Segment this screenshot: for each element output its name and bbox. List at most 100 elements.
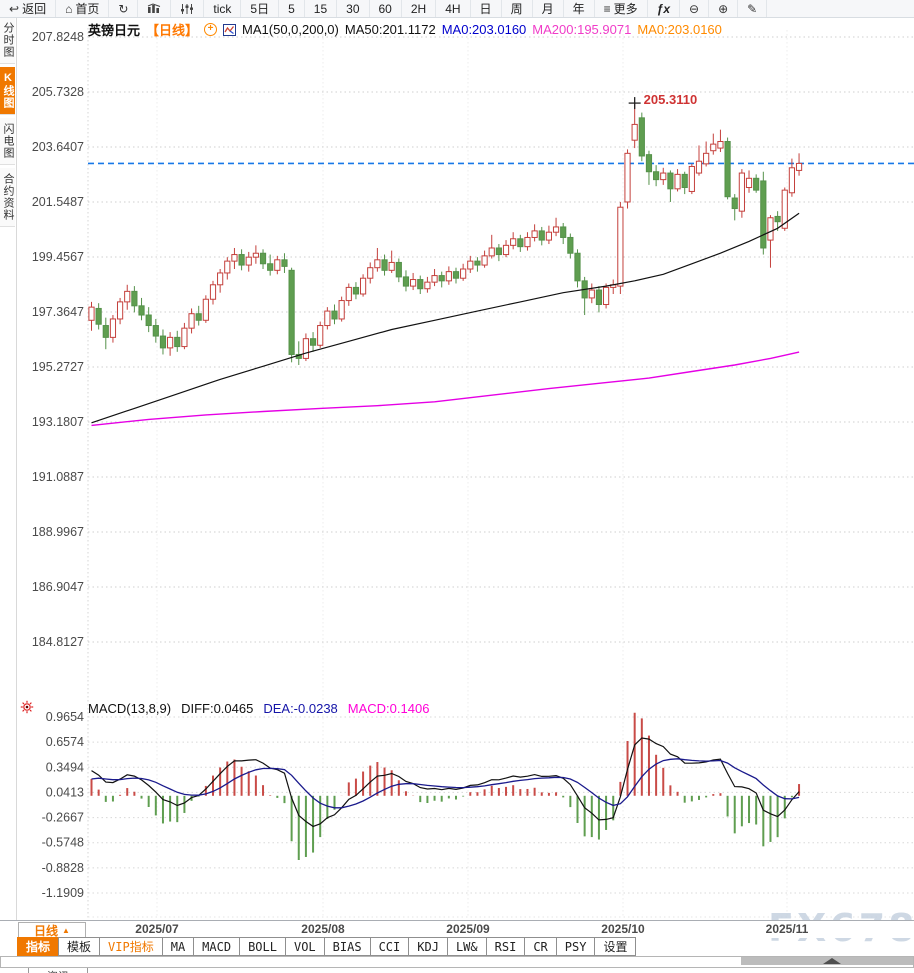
sidebar-tab-kline[interactable]: K线图 (0, 67, 15, 115)
kline-style-icon[interactable] (223, 23, 237, 36)
macd-params-label: MACD(13,8,9) (88, 701, 172, 716)
toolbar-label: ƒx (656, 1, 670, 16)
day-button[interactable]: 日 (471, 0, 502, 17)
ma0-orange-value: MA0:203.0160 (637, 22, 722, 37)
month-label: 2025/09 (446, 922, 490, 936)
tick-button[interactable]: tick (204, 0, 242, 17)
indicator-tab-CR[interactable]: CR (524, 937, 557, 956)
hamburger-icon: ≡ (603, 1, 611, 16)
scrollbar-up-triangle-icon (823, 958, 841, 964)
chart-header: 英镑日元 【日线】 + MA1(50,0,200,0) MA50:201.117… (88, 20, 722, 39)
zoom-out-icon: ⊖ (689, 1, 700, 16)
indicator-tab-MA[interactable]: MA (161, 937, 195, 956)
diff-line (91, 737, 800, 828)
period-label[interactable]: 【日线】 (146, 23, 199, 38)
add-indicator-icon[interactable]: + (204, 23, 218, 36)
h4-button[interactable]: 4H (436, 0, 471, 17)
price-axis-label: 184.8127 (32, 635, 84, 649)
indicator-tab-PSY[interactable]: PSY (555, 937, 596, 956)
month-label: 2025/07 (135, 922, 179, 936)
toolbar-label: 周 (510, 1, 523, 16)
m30-button[interactable]: 30 (337, 0, 370, 17)
back-button[interactable]: ↩ 返回 (0, 0, 57, 17)
toolbar-label: 30 (346, 1, 360, 16)
month-button[interactable]: 月 (533, 0, 564, 17)
zoom-in-button[interactable]: ⊕ (709, 0, 739, 17)
price-axis-label: 195.2727 (32, 360, 84, 374)
week-button[interactable]: 周 (502, 0, 533, 17)
indicator-tab-设置[interactable]: 设置 (594, 937, 637, 956)
m15-button[interactable]: 15 (305, 0, 338, 17)
panel-period-label: 日线 (34, 923, 59, 938)
draw-button[interactable]: ✎ (738, 0, 768, 17)
indicator-tabs: 指标 模板 VIP指标 MA MACD BOLL VOL BIAS CCI KDJ LW& RSI CR… (17, 937, 637, 956)
macd-dea-value: DEA:-0.0238 (263, 701, 338, 716)
sidebar-tab-heyue[interactable]: 合约资料 (0, 168, 15, 227)
indicator-tab-KDJ[interactable]: KDJ (408, 937, 448, 956)
price-axis-label: 199.4567 (32, 250, 84, 264)
macd-axis-label: 0.6574 (46, 735, 84, 749)
candle-chart-icon (148, 2, 161, 13)
indicator-tab-指标[interactable]: 指标 (17, 937, 60, 956)
volume-button[interactable] (171, 0, 205, 17)
refresh-button[interactable]: ↻ (109, 0, 139, 17)
macd-bar-value: MACD:0.1406 (347, 701, 430, 716)
indicator-tab-BOLL[interactable]: BOLL (239, 937, 286, 956)
candlestick-series (88, 103, 803, 365)
toolbar-label: 5日 (250, 1, 270, 16)
refresh-icon: ↻ (118, 1, 129, 16)
indicator-tab-CCI[interactable]: CCI (369, 937, 410, 956)
m5-button[interactable]: 5 (279, 0, 305, 17)
sidebar-divider (16, 17, 17, 920)
indicator-tab-模板[interactable]: 模板 (58, 937, 101, 956)
sidebar-tab-fenshi[interactable]: 分时图 (0, 17, 15, 64)
toolbar-label: 15 (313, 1, 328, 16)
macd-axis-label: 0.0413 (46, 785, 84, 799)
month-label: 2025/10 (601, 922, 645, 936)
xaxis-row: 日线 ▲ 2025/07 2025/08 2025/09 2025/10 2025/11 (0, 920, 914, 938)
ma200-line (91, 351, 800, 427)
dea-line (91, 758, 800, 809)
more-button[interactable]: ≡ 更多 (595, 0, 648, 17)
horizontal-scrollbar[interactable] (0, 956, 914, 968)
scrollbar-thumb[interactable] (741, 957, 913, 965)
indicator-tab-VOL[interactable]: VOL (284, 937, 325, 956)
macd-diff-value: DIFF:0.0465 (181, 701, 254, 716)
month-label: 2025/08 (301, 922, 345, 936)
indicator-tab-VIP指标[interactable]: VIP指标 (99, 937, 163, 956)
indicator-tab-LW&[interactable]: LW& (446, 937, 487, 956)
chart-type-button[interactable] (138, 0, 172, 17)
toolbar-label: 日 (479, 1, 492, 16)
5d-button[interactable]: 5日 (241, 0, 280, 17)
indicator-tab-MACD[interactable]: MACD (193, 937, 241, 956)
panel-period-selector[interactable]: 日线 ▲ (18, 922, 86, 938)
toolbar-label: 60 (378, 1, 392, 16)
h2-button[interactable]: 2H (402, 0, 437, 17)
indicator-tab-RSI[interactable]: RSI (485, 937, 526, 956)
price-axis-label: 203.6407 (32, 140, 84, 154)
indicator-tab-BIAS[interactable]: BIAS (323, 937, 371, 956)
chart-type-sidebar: 分时图 K线图闪电图合约资料 (0, 17, 16, 230)
home-button[interactable]: ⌂ 首页 (56, 0, 110, 17)
m60-button[interactable]: 60 (370, 0, 402, 17)
year-button[interactable]: 年 (564, 0, 595, 17)
macd-axis-label: 0.9654 (46, 710, 84, 724)
price-axis-label: 186.9047 (32, 580, 84, 594)
price-axis-label: 205.7328 (32, 85, 84, 99)
sidebar-tab-shandian[interactable]: 闪电图 (0, 118, 15, 165)
macd-axis-label: -0.8828 (42, 861, 84, 875)
back-arrow-icon: ↩ (9, 1, 20, 16)
zoom-out-button[interactable]: ⊖ (680, 0, 710, 17)
pencil-icon: ✎ (747, 1, 758, 16)
macd-axis-label: 0.3494 (46, 760, 84, 774)
ma50-value: MA50:201.1172 (344, 22, 436, 37)
zoom-in-icon: ⊕ (718, 1, 729, 16)
macd-axis-label: -1.1909 (42, 886, 84, 900)
fx-button[interactable]: ƒx (648, 0, 680, 17)
macd-header: MACD(13,8,9) DIFF:0.0465 DEA:-0.0238 MAC… (88, 701, 429, 716)
ma50-line (91, 212, 800, 424)
peak-price-label: 205.3110 (644, 92, 698, 107)
macd-axis-label: -0.5748 (42, 836, 84, 850)
macd-settings-icon[interactable] (20, 700, 34, 714)
